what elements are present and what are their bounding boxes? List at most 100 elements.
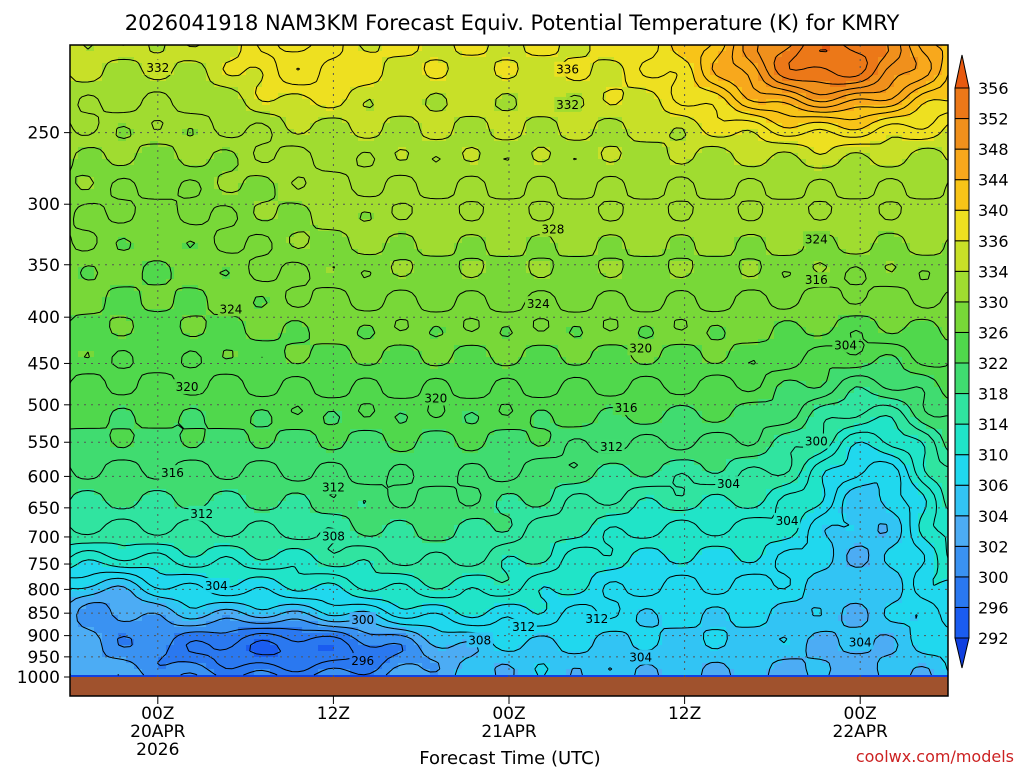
colorbar-segment	[954, 179, 970, 211]
contour-344	[711, 45, 944, 113]
contour-label: 324	[803, 231, 830, 247]
y-tick-label: 800	[28, 580, 60, 600]
contour-352	[773, 45, 889, 85]
colorbar-segment	[954, 148, 970, 181]
plot-area	[70, 45, 948, 677]
contour-label: 312	[598, 439, 625, 455]
x-tick-label: 20APR	[130, 722, 186, 742]
contour-label: 324	[525, 296, 552, 312]
credit-text: coolwx.com/models	[856, 747, 1014, 766]
contour-label: 308	[320, 528, 347, 544]
colorbar-segment	[954, 484, 970, 517]
contour-338	[256, 45, 948, 138]
contour-label: 320	[627, 340, 654, 356]
x-tick-label: 12Z	[317, 704, 350, 724]
y-tick-label: 250	[28, 124, 60, 144]
contour-label: 304	[832, 337, 859, 353]
colorbar-segment	[954, 362, 970, 395]
contour-label: 332	[554, 96, 581, 112]
colorbar-label: 348	[978, 140, 1009, 159]
contour-label: 320	[173, 379, 201, 395]
contour-label: 304	[773, 512, 801, 528]
colorbar-label: 340	[978, 201, 1009, 220]
contour-326	[70, 237, 948, 367]
contour-label: 312	[320, 479, 347, 495]
contour-318	[70, 386, 948, 542]
colorbar-label: 296	[978, 598, 1009, 617]
contour-label: 304	[846, 634, 874, 650]
contour-296	[249, 639, 282, 656]
colorbar-label: 344	[978, 171, 1009, 190]
colorbar-segment	[954, 515, 970, 547]
colorbar-label: 334	[978, 262, 1009, 281]
colorbar-label: 352	[978, 110, 1009, 129]
contour-label: 316	[612, 399, 640, 415]
y-tick-label: 650	[28, 499, 60, 519]
x-tick-label: 22APR	[833, 722, 889, 742]
contour-label: 304	[715, 476, 742, 492]
colorbar-segment	[954, 454, 970, 486]
contour-354	[788, 45, 868, 78]
contour-label: 304	[203, 577, 230, 593]
colorbar-segment	[954, 545, 970, 578]
colorbar-label: 356	[978, 79, 1009, 98]
contour-298	[185, 632, 355, 673]
contour-label: 328	[539, 221, 567, 237]
colorbar-segment	[954, 576, 970, 608]
contour-300	[117, 627, 404, 676]
contour-labels: 332 336 332 328 324 316 324 324 304 320 320 320 316 3…	[144, 59, 874, 668]
contour-label: 308	[466, 632, 493, 648]
contour-302	[76, 602, 441, 676]
chart-title: 2026041918 NAM3KM Forecast Equiv. Potent…	[125, 11, 900, 35]
colorbar: 292 296 300 302 304 306 310 314 318 322 326 330 334 3…	[954, 54, 1009, 669]
y-tick-label: 300	[28, 195, 60, 215]
colorbar-segment	[954, 606, 970, 639]
colorbar-segment	[954, 393, 970, 425]
colorbar-segment	[954, 240, 970, 272]
y-tick-label: 750	[28, 555, 60, 575]
y-tick-label: 450	[28, 354, 60, 374]
x-tick-label: 12Z	[668, 704, 701, 724]
contour-label: 320	[422, 390, 450, 406]
y-tick-label: 1000	[17, 668, 60, 688]
colorbar-segment	[954, 209, 970, 242]
x-tick-label: 2026	[136, 740, 179, 760]
contour-label: 300	[349, 612, 376, 628]
colorbar-label: 306	[978, 476, 1009, 495]
contour-316	[70, 404, 948, 567]
x-axis-label: Forecast Time (UTC)	[419, 748, 600, 768]
colorbar-label: 310	[978, 446, 1009, 465]
contour-310	[70, 441, 948, 619]
contour-332	[70, 91, 948, 222]
y-tick-label: 600	[28, 467, 60, 487]
colorbar-segment	[954, 331, 970, 364]
contour-330	[70, 125, 948, 279]
colorbar-label: 330	[978, 293, 1009, 312]
contour-324	[70, 329, 948, 419]
colorbar-label: 322	[978, 354, 1009, 373]
colorbar-segment	[954, 118, 970, 150]
x-tick-label: 00Z	[141, 704, 174, 724]
colorbar-label: 326	[978, 323, 1009, 342]
contour-348	[742, 45, 917, 103]
contour-lines	[70, 45, 948, 676]
contour-label: 300	[803, 433, 830, 449]
contour-356	[818, 49, 828, 53]
y-tick-label: 550	[28, 433, 60, 453]
colorbar-label: 292	[978, 629, 1009, 648]
colorbar-segment	[954, 423, 970, 456]
y-tick-label: 850	[28, 604, 60, 624]
x-tick-label: 00Z	[844, 704, 877, 724]
contour-322	[70, 354, 948, 453]
contour-label: 332	[144, 59, 172, 75]
colorbar-label: 302	[978, 537, 1009, 556]
y-tick-label: 500	[28, 396, 60, 416]
colorbar-segment	[954, 270, 970, 303]
colorbar-segment	[954, 301, 970, 333]
colorbar-label: 318	[978, 385, 1009, 404]
colorbar-segment	[954, 87, 970, 120]
contour-label: 316	[803, 272, 830, 288]
contour-label: 312	[188, 505, 215, 521]
